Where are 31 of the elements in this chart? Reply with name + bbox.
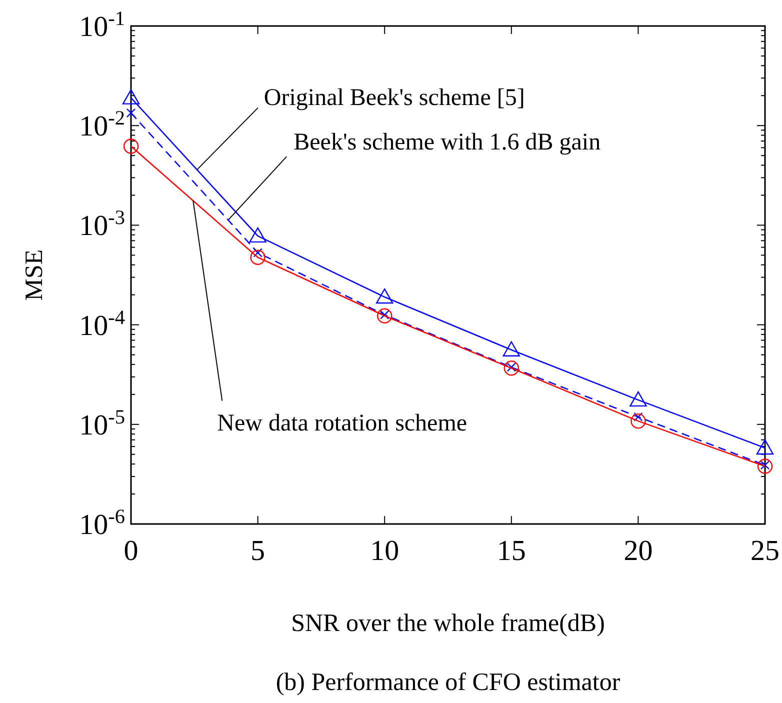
x-tick-label: 15 [496,535,526,567]
y-tick-label: 10$^{-6}$ [79,506,125,541]
x-tick-label: 0 [124,535,138,567]
x-tick-label: 25 [750,535,780,567]
x-tick-label: 20 [624,535,653,567]
point [630,391,647,407]
point [126,108,136,118]
x-tick-label: 5 [250,535,266,567]
y-tick-label: 10$^{-4}$ [79,306,125,342]
point [756,439,774,455]
point [249,227,266,243]
point [123,138,139,154]
point [122,89,140,104]
annotation: New data rotation scheme [217,410,468,437]
text: (b) Performance of CFO estimator [276,669,621,696]
annotation: Original Beek's scheme [5] [264,84,525,111]
point [502,341,520,356]
point [377,308,392,324]
y-axis-title: MSE [21,249,48,301]
y-tick-label: 10$^{-2}$ [79,108,125,143]
point [376,288,394,304]
y-tick-label: 10$^{-5}$ [79,406,125,442]
point [630,413,646,429]
x-tick-label: 10 [370,535,400,567]
point [757,458,773,474]
y-tick-label: 10$^{-3}$ [79,207,125,242]
y-tick-label: 10$^{-1}$ [79,8,125,43]
point [250,250,266,265]
point [504,360,519,376]
annotation: Beek's scheme with 1.6 dB gain [294,130,601,156]
x-axis-title: SNR over the whole frame(dB) [291,610,605,637]
